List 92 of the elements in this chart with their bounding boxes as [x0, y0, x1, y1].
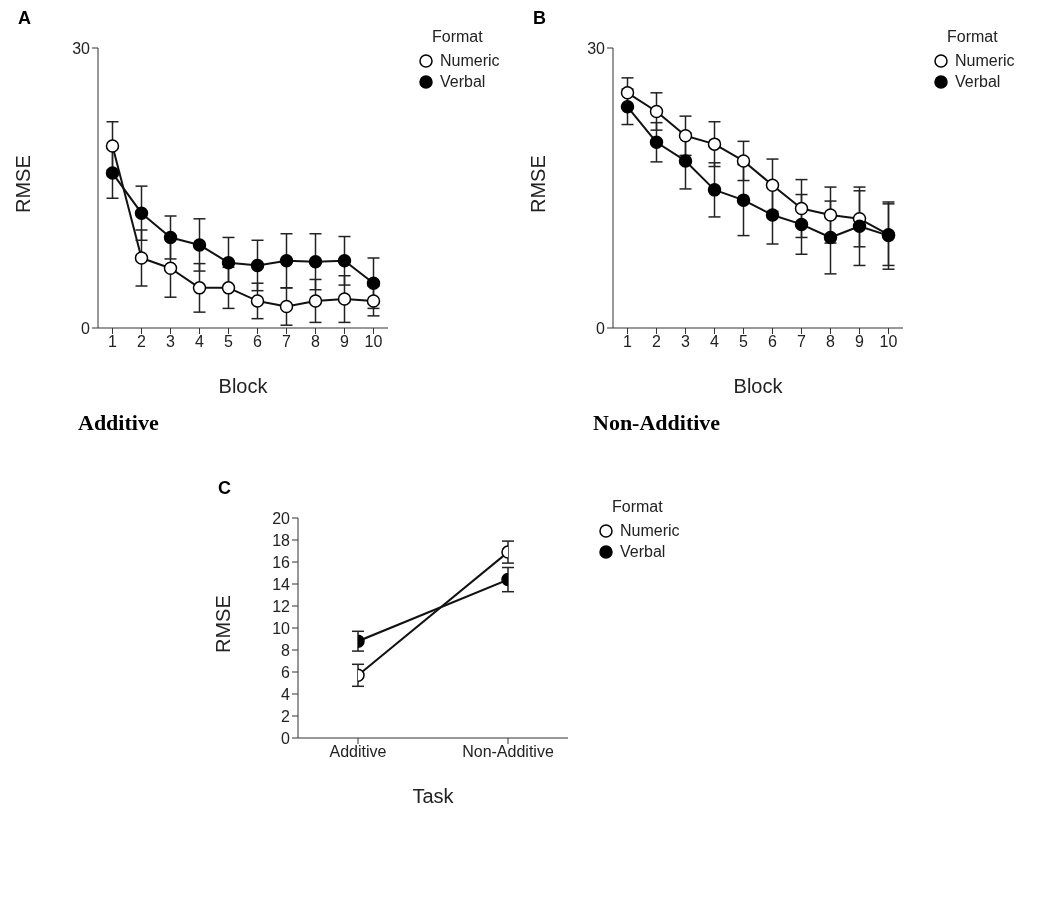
point [279, 254, 294, 268]
point [163, 261, 178, 276]
point [221, 281, 236, 295]
point [221, 255, 236, 270]
point [308, 294, 323, 308]
point [794, 217, 809, 232]
x-tick-label: 9 [855, 333, 865, 351]
point [736, 193, 751, 207]
y-tick-label: 4 [281, 685, 291, 703]
point [678, 154, 693, 168]
point [736, 154, 751, 168]
y-tick-label: 10 [272, 619, 291, 637]
x-tick-label: 4 [195, 333, 205, 351]
point [707, 137, 722, 151]
point [707, 183, 722, 197]
x-tick-label: 9 [340, 333, 350, 351]
text: Non-Additive [593, 410, 721, 436]
legend-title: Format [432, 28, 484, 46]
y-axis-title: RMSE [12, 155, 35, 213]
point [192, 281, 207, 295]
point [852, 219, 867, 234]
point [337, 254, 352, 268]
x-tick-label: 4 [710, 333, 720, 351]
y-tick-label: 0 [281, 729, 291, 747]
x-tick-label: 2 [652, 333, 662, 351]
x-axis-title: Block [733, 375, 784, 397]
point [308, 254, 323, 269]
point [163, 230, 178, 245]
y-tick-label: 8 [281, 641, 291, 659]
y-tick-label: 16 [272, 553, 291, 571]
point [337, 292, 352, 306]
point [823, 208, 838, 222]
y-tick-label: 0 [596, 319, 606, 337]
x-tick-label: 5 [224, 333, 234, 351]
point [250, 258, 265, 273]
point [765, 178, 780, 192]
point [105, 139, 120, 153]
x-tick-label: 1 [108, 333, 118, 351]
y-tick-label: 6 [281, 663, 291, 681]
y-tick-label: 18 [272, 531, 291, 549]
point [134, 251, 149, 265]
x-tick-label: 7 [282, 333, 292, 351]
legend-label: Numeric [440, 52, 500, 70]
point [105, 166, 120, 180]
x-tick-label: 6 [253, 333, 263, 351]
point [366, 294, 381, 308]
legend-title: Format [612, 498, 664, 516]
chart-title: B [533, 8, 546, 29]
point [366, 276, 381, 290]
x-tick-label: 8 [311, 333, 321, 351]
y-tick-label: 30 [72, 39, 91, 57]
legend-label: Verbal [620, 543, 666, 561]
point [192, 238, 207, 252]
point [620, 86, 635, 100]
y-tick-label: 12 [272, 597, 291, 615]
y-tick-label: 2 [281, 707, 291, 725]
x-tick-label: 6 [768, 333, 778, 351]
chart-title: A [18, 8, 31, 29]
point [620, 100, 635, 114]
legend-label: Numeric [955, 52, 1015, 70]
x-tick-label: 2 [137, 333, 147, 351]
x-axis-title: Block [218, 375, 269, 397]
y-axis-title: RMSE [527, 155, 550, 213]
legend-label: Numeric [620, 522, 680, 540]
x-tick-label: 10 [364, 333, 383, 351]
y-tick-label: 14 [272, 575, 291, 593]
chart-title: C [218, 478, 231, 499]
x-tick-label: 1 [623, 333, 633, 351]
y-tick-label: 30 [587, 39, 606, 57]
y-tick-label: 20 [272, 509, 291, 527]
point [823, 230, 838, 245]
point [794, 201, 809, 216]
point [765, 208, 780, 222]
x-tick-label: 3 [166, 333, 176, 351]
legend-title: Format [947, 28, 999, 46]
legend-label: Verbal [440, 73, 486, 91]
y-tick-label: 0 [81, 319, 91, 337]
legend-label: Verbal [955, 73, 1001, 91]
x-tick-label: 5 [739, 333, 749, 351]
point [678, 128, 693, 143]
x-tick-label: 7 [797, 333, 807, 351]
x-tick-label: 10 [879, 333, 898, 351]
point [279, 299, 294, 314]
text: Additive [78, 410, 159, 436]
x-tick-label: 3 [681, 333, 691, 351]
point [134, 206, 149, 220]
point [250, 294, 265, 308]
x-tick-label: 8 [826, 333, 836, 351]
point [649, 104, 664, 119]
point [649, 135, 664, 150]
y-axis-title: RMSE [212, 595, 235, 653]
x-axis-title: Task [412, 785, 455, 807]
